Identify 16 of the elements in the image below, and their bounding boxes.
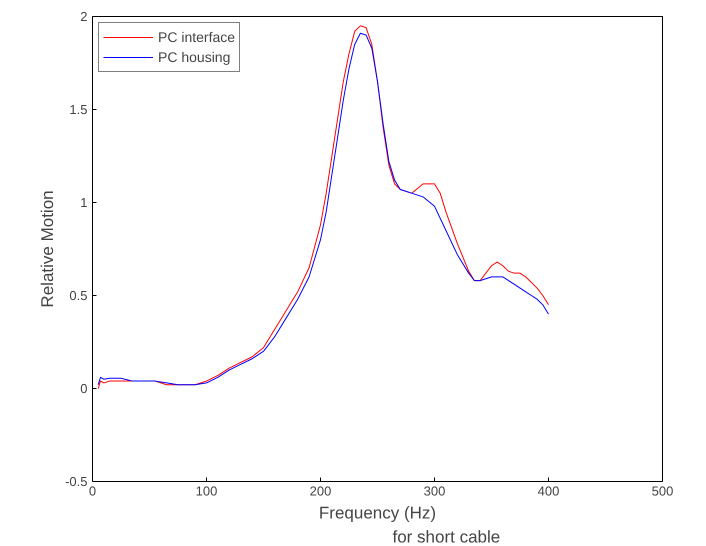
x-tick-label: 100 — [196, 484, 218, 498]
x-axis-title: Frequency (Hz) — [318, 504, 436, 522]
y-axis-title: Relative Motion — [38, 190, 58, 308]
x-tick-label: 500 — [652, 484, 674, 498]
legend-label: PC interface — [158, 29, 236, 45]
x-tick-label: 400 — [538, 484, 560, 498]
y-tick-label: -0.5 — [65, 474, 88, 489]
x-tick-label: 300 — [424, 484, 446, 498]
y-tick-label: 1 — [80, 195, 88, 210]
y-tick-label: 0.5 — [69, 288, 88, 303]
y-tick-label: 1.5 — [69, 102, 88, 117]
x-tick-label: 200 — [310, 484, 332, 498]
legend-label: PC housing — [158, 49, 230, 65]
y-tick-label: 2 — [80, 9, 88, 24]
text: for short cable — [392, 528, 500, 546]
y-tick-label: 0 — [80, 381, 88, 396]
